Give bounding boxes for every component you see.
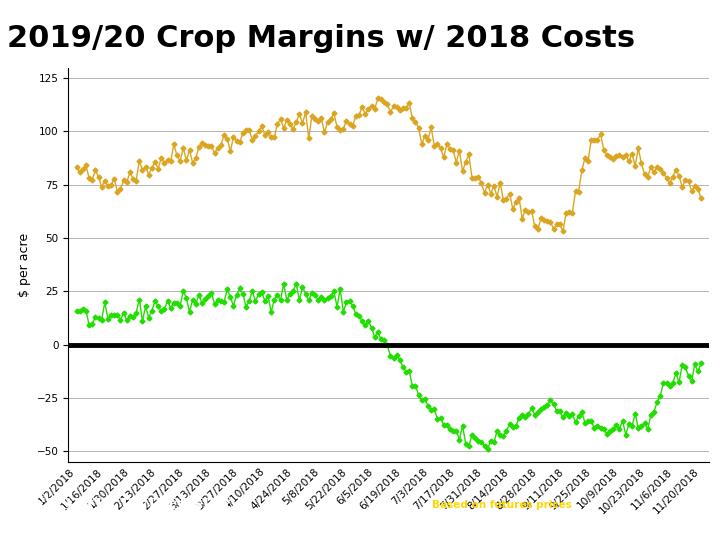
Text: Ag Decision Maker: Ag Decision Maker xyxy=(432,519,580,534)
Text: 2019/20 Crop Margins w/ 2018 Costs: 2019/20 Crop Margins w/ 2018 Costs xyxy=(7,24,635,53)
Text: Based on futures prices: Based on futures prices xyxy=(432,500,572,510)
Text: Extension and Outreach/Department of Economics: Extension and Outreach/Department of Eco… xyxy=(7,522,237,531)
Text: IOWA STATE UNIVERSITY: IOWA STATE UNIVERSITY xyxy=(7,498,232,512)
Y-axis label: $ per acre: $ per acre xyxy=(18,233,31,296)
